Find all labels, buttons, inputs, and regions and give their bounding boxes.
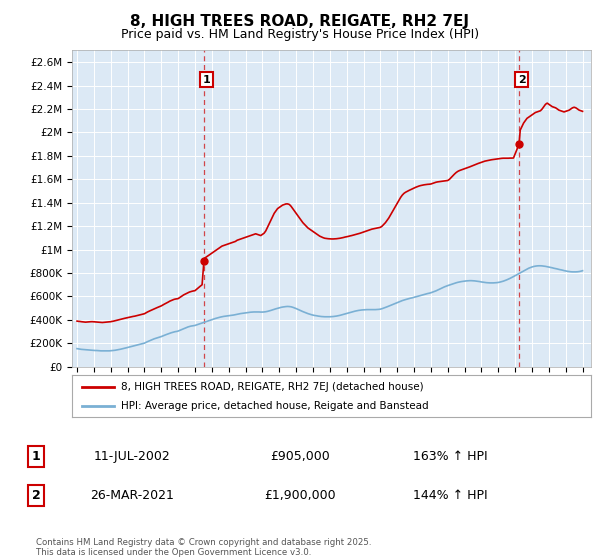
- Text: 1: 1: [203, 74, 211, 85]
- Text: 1: 1: [32, 450, 40, 463]
- Text: £1,900,000: £1,900,000: [264, 489, 336, 502]
- Text: 2: 2: [518, 74, 526, 85]
- Text: £905,000: £905,000: [270, 450, 330, 463]
- Text: 163% ↑ HPI: 163% ↑ HPI: [413, 450, 487, 463]
- Text: 26-MAR-2021: 26-MAR-2021: [90, 489, 174, 502]
- Text: 11-JUL-2002: 11-JUL-2002: [94, 450, 170, 463]
- Text: HPI: Average price, detached house, Reigate and Banstead: HPI: Average price, detached house, Reig…: [121, 401, 429, 411]
- Text: 8, HIGH TREES ROAD, REIGATE, RH2 7EJ: 8, HIGH TREES ROAD, REIGATE, RH2 7EJ: [131, 14, 470, 29]
- Text: 144% ↑ HPI: 144% ↑ HPI: [413, 489, 487, 502]
- Text: 2: 2: [32, 489, 40, 502]
- Text: Price paid vs. HM Land Registry's House Price Index (HPI): Price paid vs. HM Land Registry's House …: [121, 28, 479, 41]
- Text: 8, HIGH TREES ROAD, REIGATE, RH2 7EJ (detached house): 8, HIGH TREES ROAD, REIGATE, RH2 7EJ (de…: [121, 381, 424, 391]
- Text: Contains HM Land Registry data © Crown copyright and database right 2025.
This d: Contains HM Land Registry data © Crown c…: [36, 538, 371, 557]
